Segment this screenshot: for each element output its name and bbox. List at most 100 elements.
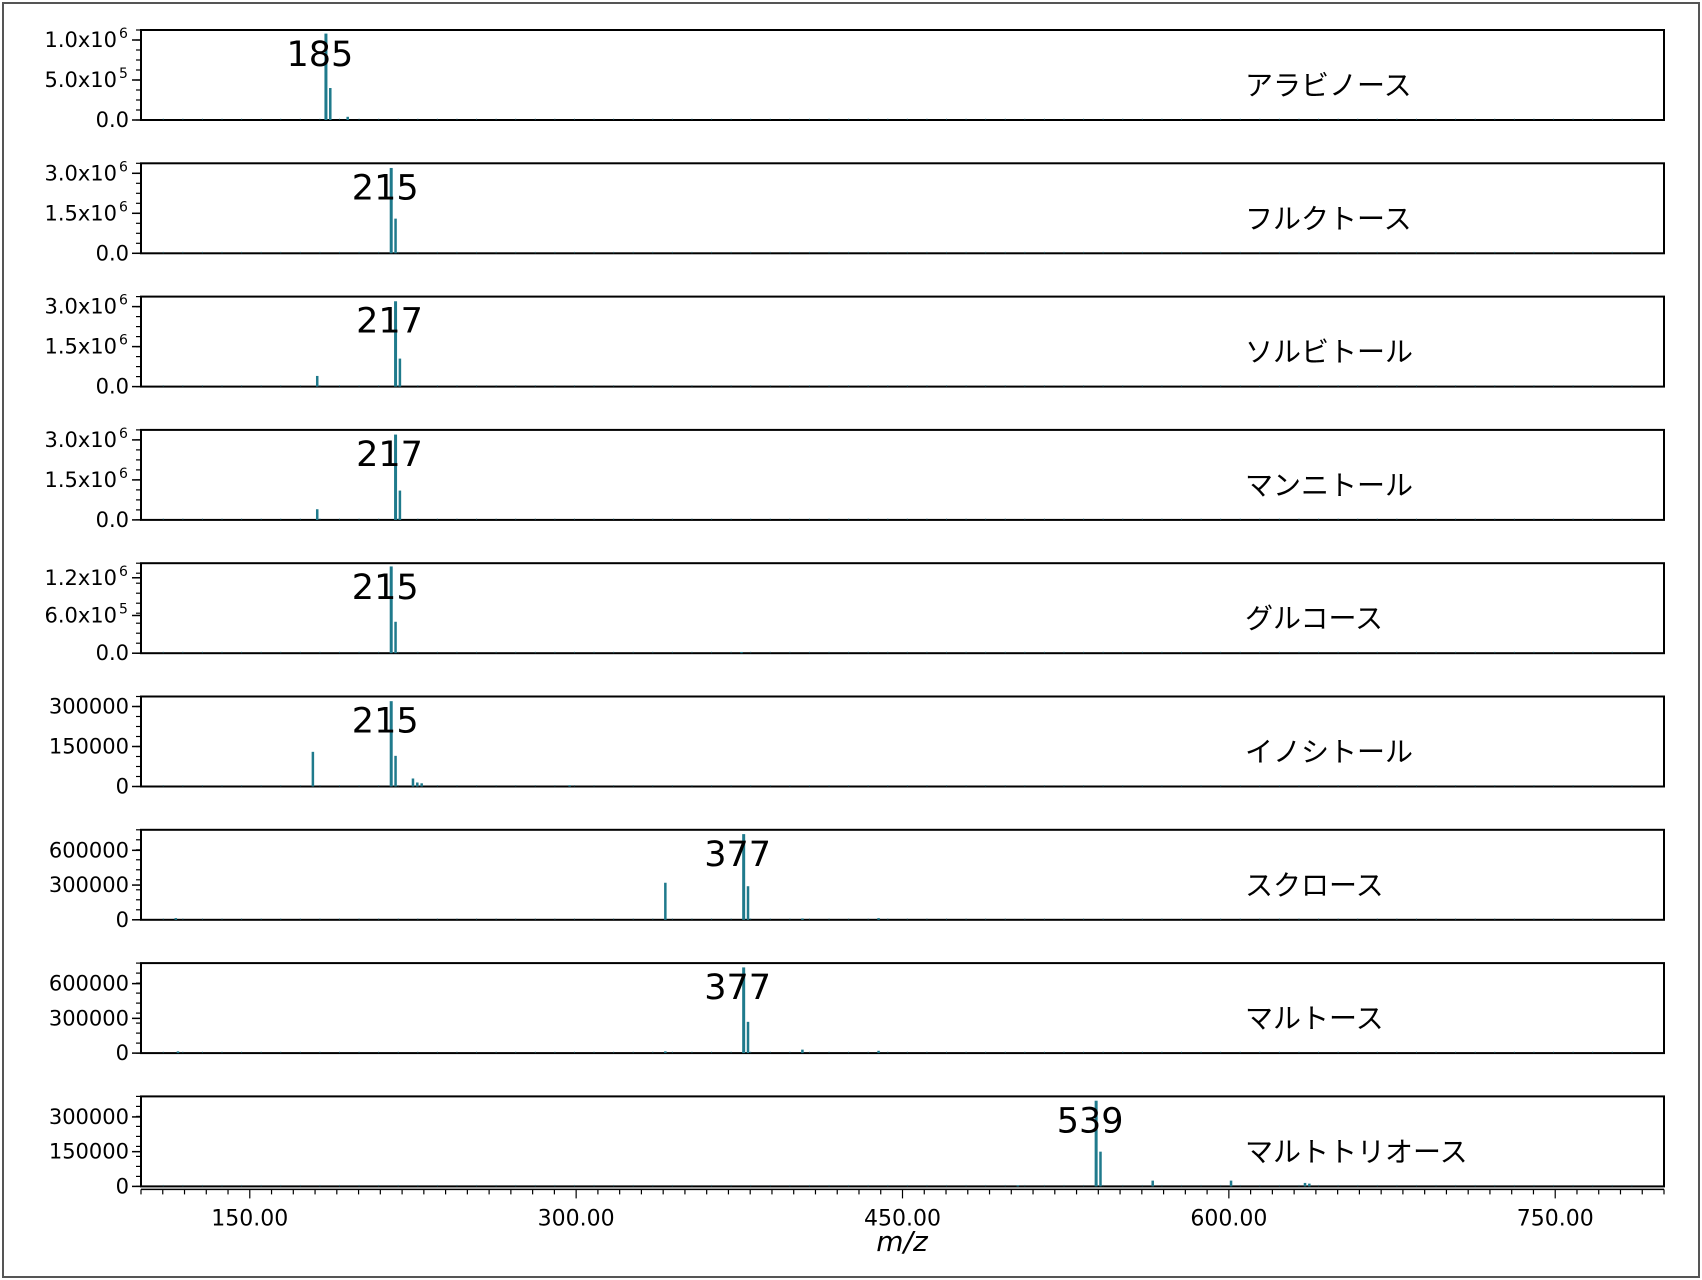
baseline-noise [1278, 1184, 1280, 1187]
baseline-noise [730, 118, 732, 120]
compound-name: マルトース [1245, 1002, 1384, 1035]
baseline-noise [201, 118, 203, 120]
baseline-noise [299, 251, 301, 254]
baseline-noise [573, 385, 575, 387]
baseline-noise [495, 518, 497, 520]
baseline-noise [926, 251, 928, 254]
baseline-noise [182, 651, 184, 654]
y-tick-exponent: 6 [119, 293, 128, 309]
baseline-noise [241, 518, 243, 520]
peak-bar [389, 566, 393, 654]
baseline-noise [1611, 785, 1613, 787]
baseline-noise [593, 785, 595, 787]
baseline-noise [1513, 1184, 1515, 1187]
baseline-noise [867, 518, 869, 520]
baseline-noise [867, 251, 869, 254]
peak-bar [324, 33, 328, 120]
baseline-noise [534, 251, 536, 254]
baseline-noise [1004, 1051, 1006, 1054]
baseline-noise [867, 118, 869, 120]
spectrum-panel: 0 150000 300000 215 イノシトール [49, 695, 1665, 799]
baseline-noise [417, 918, 419, 920]
baseline-noise [1220, 385, 1222, 387]
baseline-noise [1611, 118, 1613, 120]
compound-name: マンニトール [1245, 469, 1413, 502]
baseline-noise [358, 385, 360, 387]
y-tick-label: 3.0x10 [44, 161, 117, 185]
peak-bar [394, 301, 398, 387]
baseline-noise [280, 1051, 282, 1054]
y-tick-label: 1.5x10 [44, 335, 117, 359]
panel-frame [140, 162, 1665, 255]
x-tick-label: 750.00 [1517, 1206, 1594, 1231]
peak-bar [1151, 1180, 1154, 1187]
baseline-noise [280, 251, 282, 254]
baseline-noise [789, 1184, 791, 1187]
baseline-noise [750, 785, 752, 787]
baseline-noise [1494, 651, 1496, 654]
baseline-noise [1474, 518, 1476, 520]
baseline-noise [1024, 385, 1026, 387]
baseline-noise [1043, 1184, 1045, 1187]
baseline-noise [515, 651, 517, 654]
baseline-noise [1631, 251, 1633, 254]
baseline-noise [378, 651, 380, 654]
baseline-noise [1474, 251, 1476, 254]
baseline-noise [476, 385, 478, 387]
panel-frame [140, 695, 1665, 788]
baseline-noise [711, 1184, 713, 1187]
baseline-noise [1141, 1184, 1143, 1187]
baseline-noise [1239, 651, 1241, 654]
baseline-noise [887, 385, 889, 387]
baseline-noise [1004, 1184, 1006, 1187]
baseline-noise [1376, 385, 1378, 387]
baseline-noise [1278, 651, 1280, 654]
baseline-noise [613, 251, 615, 254]
baseline-noise [926, 785, 928, 787]
baseline-noise [711, 1051, 713, 1054]
baseline-noise [711, 785, 713, 787]
panel-frame [140, 1095, 1665, 1188]
baseline-noise [299, 1184, 301, 1187]
peak-bar [1229, 1180, 1233, 1187]
baseline-noise [1318, 1184, 1320, 1187]
baseline-noise [319, 1184, 321, 1187]
baseline-noise [1513, 518, 1515, 520]
baseline-noise [260, 651, 262, 654]
baseline-noise [436, 1051, 438, 1054]
baseline-noise [1376, 918, 1378, 920]
baseline-noise [1161, 651, 1163, 654]
baseline-noise [358, 118, 360, 120]
y-tick-label: 6.0x10 [44, 603, 117, 627]
baseline-noise [554, 251, 556, 254]
baseline-noise [554, 1051, 556, 1054]
peak-bar [176, 1051, 180, 1054]
baseline-noise [1572, 118, 1574, 120]
baseline-noise [1220, 1051, 1222, 1054]
baseline-noise [691, 1184, 693, 1187]
baseline-noise [593, 1051, 595, 1054]
baseline-noise [378, 1051, 380, 1054]
baseline-noise [417, 251, 419, 254]
baseline-noise [260, 385, 262, 387]
baseline-noise [691, 1051, 693, 1054]
baseline-noise [1083, 1051, 1085, 1054]
baseline-noise [652, 118, 654, 120]
baseline-noise [867, 785, 869, 787]
baseline-noise [1298, 1051, 1300, 1054]
peak-bar [746, 886, 750, 920]
baseline-noise [1357, 785, 1359, 787]
baseline-noise [280, 918, 282, 920]
baseline-noise [671, 1051, 673, 1054]
baseline-noise [769, 651, 771, 654]
baseline-noise [985, 118, 987, 120]
baseline-noise [789, 1051, 791, 1054]
baseline-noise [1455, 385, 1457, 387]
baseline-noise [769, 518, 771, 520]
baseline-noise [319, 785, 321, 787]
spectrum-panel: 0 300000 600000 377 スクロース [49, 828, 1665, 932]
baseline-noise [1572, 1184, 1574, 1187]
baseline-noise [867, 1184, 869, 1187]
baseline-noise [1298, 785, 1300, 787]
